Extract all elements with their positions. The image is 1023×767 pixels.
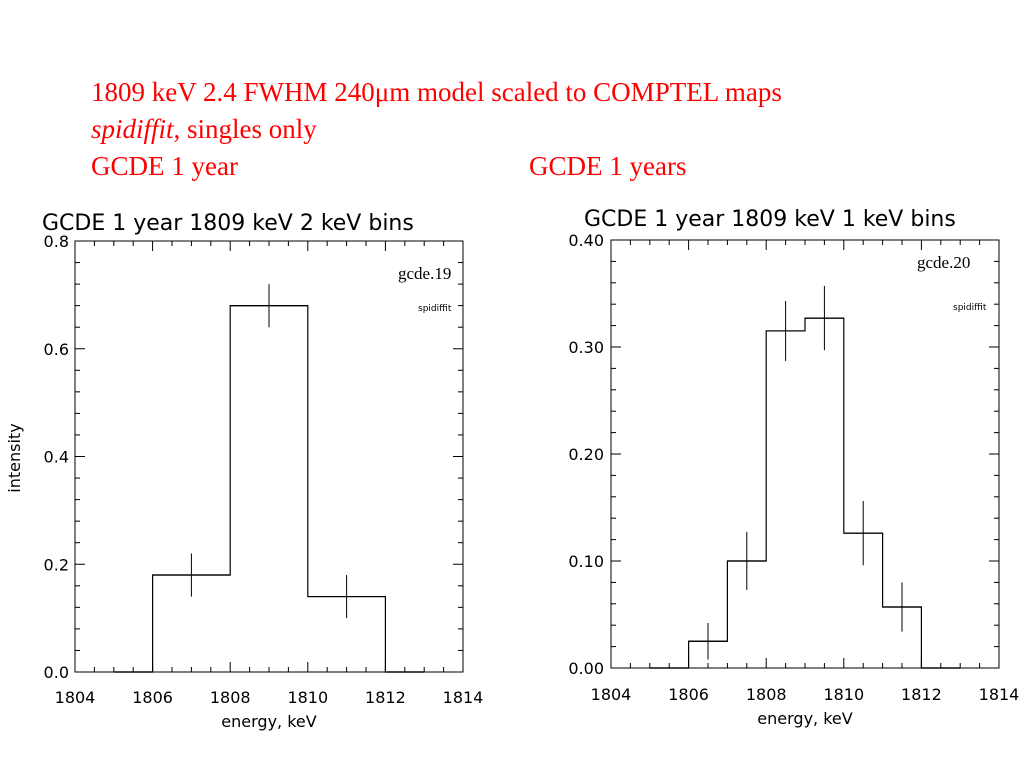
- header-method-note: singles only: [180, 114, 317, 144]
- dataset-label: gcde.19: [398, 264, 451, 283]
- y-tick-label: 0.0: [44, 663, 69, 682]
- y-tick-label: 0.6: [44, 340, 69, 359]
- y-tick-label: 0.40: [568, 231, 604, 250]
- header-line-2: spidiffit, singles only: [91, 111, 782, 148]
- x-tick-label: 1806: [132, 688, 173, 707]
- x-tick-label: 1812: [901, 685, 942, 704]
- chart-title: GCDE 1 year 1809 keV 1 keV bins: [584, 207, 956, 232]
- header-caption-left: GCDE 1 year: [91, 151, 238, 181]
- y-tick-label: 0.20: [568, 445, 604, 464]
- y-axis-title: intensity: [5, 423, 24, 492]
- y-tick-label: 0.30: [568, 338, 604, 357]
- y-tick-label: 0.8: [44, 232, 69, 251]
- header-caption-right: GCDE 1 years: [529, 151, 687, 181]
- header-line-1: 1809 keV 2.4 FWHM 240μm model scaled to …: [91, 77, 782, 107]
- x-tick-label: 1808: [210, 688, 251, 707]
- plot-frame: [610, 239, 1000, 669]
- x-tick-label: 1804: [55, 688, 96, 707]
- x-tick-label: 1808: [746, 685, 787, 704]
- x-axis-title: energy, keV: [221, 712, 316, 731]
- x-tick-label: 1810: [823, 685, 864, 704]
- x-tick-label: 1814: [979, 685, 1020, 704]
- dataset-label: gcde.20: [917, 253, 970, 272]
- x-tick-label: 1810: [287, 688, 328, 707]
- y-tick-label: 0.4: [44, 448, 69, 467]
- x-tick-label: 1804: [591, 685, 632, 704]
- x-tick-label: 1806: [668, 685, 709, 704]
- method-label: spidiffit: [418, 304, 452, 314]
- x-axis-title: energy, keV: [757, 709, 852, 728]
- x-tick-label: 1814: [443, 688, 484, 707]
- y-tick-label: 0.2: [44, 555, 69, 574]
- chart-title: GCDE 1 year 1809 keV 2 keV bins: [42, 211, 414, 236]
- method-label: spidiffit: [953, 303, 987, 313]
- slide-header: 1809 keV 2.4 FWHM 240μm model scaled to …: [91, 74, 782, 185]
- x-tick-label: 1812: [365, 688, 406, 707]
- header-method-name: spidiffit,: [91, 114, 181, 144]
- y-tick-label: 0.00: [568, 659, 604, 678]
- y-tick-label: 0.10: [568, 552, 604, 571]
- histogram-outline: [649, 317, 961, 669]
